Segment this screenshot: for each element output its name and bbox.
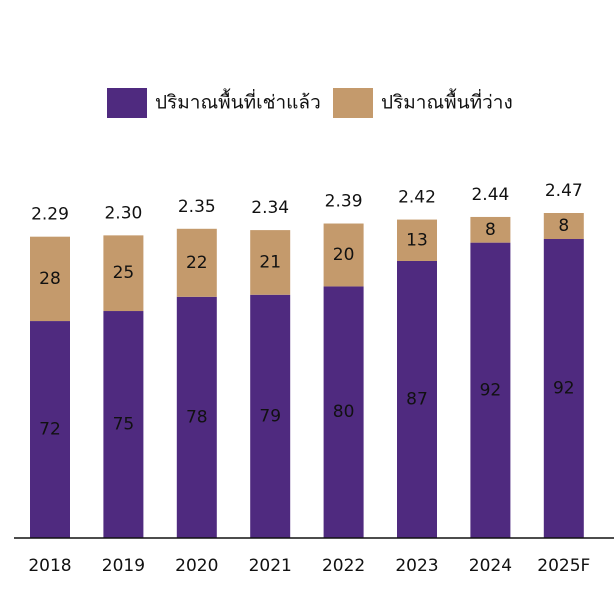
data-label: 22 [186, 253, 208, 273]
data-label: 80 [333, 402, 355, 422]
total-label: 2.29 [31, 205, 69, 225]
data-label: 21 [259, 252, 281, 272]
total-label: 2.47 [545, 181, 583, 201]
data-label: 25 [113, 263, 135, 283]
total-label: 2.30 [104, 203, 142, 223]
data-label: 75 [113, 415, 135, 435]
x-tick-label: 2019 [102, 556, 145, 576]
x-tick-label: 2023 [395, 556, 438, 576]
bar-segment [30, 236, 70, 322]
bar-segment [176, 296, 217, 538]
bar-segment [250, 294, 291, 538]
data-label: 78 [186, 407, 208, 427]
data-label: 79 [259, 406, 281, 426]
bar-segment [397, 219, 437, 261]
x-tick-label: 2025F [537, 556, 590, 576]
x-tick-label: 2020 [175, 556, 218, 576]
bar-segment [30, 321, 70, 538]
total-label: 2.34 [251, 198, 289, 218]
bar-segment [103, 235, 144, 312]
legend-label: ปริมาณพื้นที่ว่าง [381, 89, 513, 114]
x-tick-label: 2024 [469, 556, 512, 576]
x-tick-label: 2021 [249, 556, 292, 576]
data-label: 8 [558, 216, 569, 236]
bar-segment [397, 260, 437, 538]
total-label: 2.42 [398, 188, 436, 208]
bar-segment [323, 286, 364, 538]
data-label: 92 [480, 380, 502, 400]
data-label: 20 [333, 245, 355, 265]
bar-segment [543, 239, 584, 538]
total-label: 2.39 [325, 192, 363, 212]
data-label: 28 [39, 269, 61, 289]
total-label: 2.35 [178, 197, 216, 217]
bar-segment [323, 223, 364, 287]
bar-segment [470, 216, 511, 243]
bar-segment [470, 242, 511, 538]
data-label: 87 [406, 389, 428, 409]
x-tick-label: 2022 [322, 556, 365, 576]
bar-segment [250, 230, 291, 295]
bar-segment [543, 213, 584, 239]
bar-segment [103, 311, 144, 538]
data-label: 92 [553, 379, 575, 399]
x-tick-label: 2018 [28, 556, 71, 576]
data-label: 8 [485, 220, 496, 240]
legend-swatch [333, 88, 373, 118]
data-label: 13 [406, 230, 428, 250]
legend-label: ปริมาณพื้นที่เช่าแล้ว [155, 89, 321, 114]
legend-swatch [107, 88, 147, 118]
total-label: 2.44 [471, 185, 509, 205]
data-label: 72 [39, 420, 61, 440]
bar-segment [176, 228, 217, 297]
